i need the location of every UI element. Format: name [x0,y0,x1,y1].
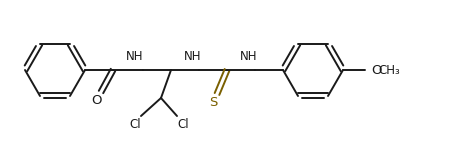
Text: Cl: Cl [177,117,188,131]
Text: Cl: Cl [129,117,141,131]
Text: S: S [208,97,217,109]
Text: CH₃: CH₃ [377,64,399,76]
Text: NH: NH [184,50,201,62]
Text: O: O [371,64,381,76]
Text: O: O [91,93,102,107]
Text: NH: NH [126,50,143,62]
Text: NH: NH [240,50,257,62]
